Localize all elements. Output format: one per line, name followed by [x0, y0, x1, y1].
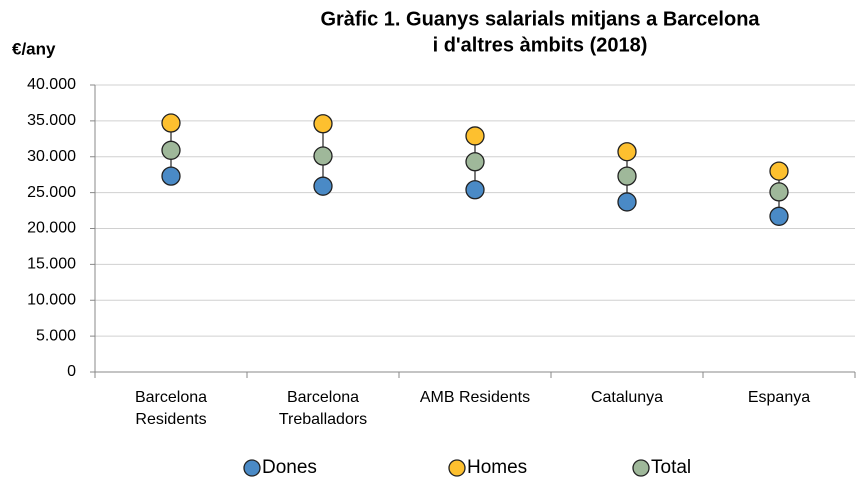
dot	[617, 192, 637, 212]
dot	[465, 180, 485, 200]
x-tick-label: Barcelona	[287, 389, 359, 406]
y-tick-label: 15.000	[27, 256, 76, 273]
y-tick-label: 0	[67, 363, 76, 380]
legend-marker	[448, 459, 466, 477]
dot	[617, 166, 637, 186]
y-tick-label: 30.000	[27, 148, 76, 165]
dot	[161, 166, 181, 186]
legend-label: Dones	[262, 457, 317, 478]
dot	[465, 152, 485, 172]
y-tick-label: 20.000	[27, 220, 76, 237]
dot	[769, 206, 789, 226]
y-tick-label: 10.000	[27, 291, 76, 308]
dot	[769, 161, 789, 181]
y-axis-label: €/any	[12, 39, 56, 58]
chart-title: i d'altres àmbits (2018)	[433, 34, 648, 56]
dot	[313, 176, 333, 196]
dot	[161, 113, 181, 133]
y-tick-label: 35.000	[27, 112, 76, 129]
legend-marker	[632, 459, 650, 477]
legend-marker	[243, 459, 261, 477]
y-tick-label: 40.000	[27, 76, 76, 93]
x-tick-label: Catalunya	[591, 389, 663, 406]
dot	[617, 142, 637, 162]
x-tick-label: Barcelona	[135, 389, 207, 406]
chart-title: Gràfic 1. Guanys salarials mitjans a Bar…	[320, 8, 760, 30]
dot	[161, 140, 181, 160]
x-tick-label: Espanya	[748, 389, 810, 406]
legend-label: Homes	[467, 457, 527, 478]
x-tick-label: AMB Residents	[420, 389, 530, 406]
y-tick-label: 25.000	[27, 184, 76, 201]
dot	[313, 114, 333, 134]
y-tick-label: 5.000	[36, 327, 76, 344]
dot	[769, 182, 789, 202]
dot	[465, 126, 485, 146]
x-tick-label: Treballadors	[279, 411, 367, 428]
dot	[313, 146, 333, 166]
x-tick-label: Residents	[135, 411, 206, 428]
legend-label: Total	[651, 457, 691, 478]
